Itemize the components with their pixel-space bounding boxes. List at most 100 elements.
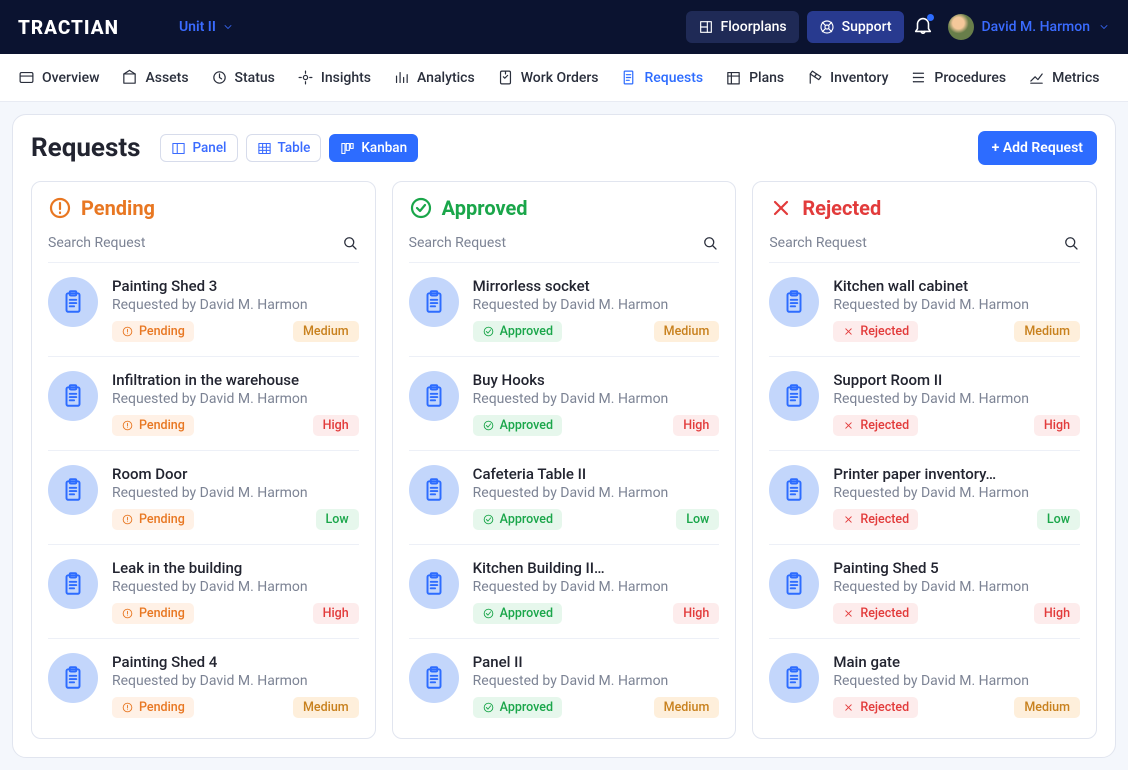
card-body: Buy HooksRequested by David M. HarmonApp… xyxy=(473,371,720,436)
request-card[interactable]: Kitchen Building II…Requested by David M… xyxy=(409,545,720,639)
nav-metrics[interactable]: Metrics xyxy=(1028,69,1099,86)
nav-label: Plans xyxy=(749,70,784,86)
status-badge: Rejected xyxy=(833,415,918,436)
request-card[interactable]: Support Room IIRequested by David M. Har… xyxy=(769,357,1080,451)
view-panel-button[interactable]: Panel xyxy=(160,134,237,162)
nav-inventory[interactable]: Inventory xyxy=(806,69,888,86)
nav-label: Overview xyxy=(42,70,99,86)
nav-overview[interactable]: Overview xyxy=(18,69,99,86)
card-body: Painting Shed 4Requested by David M. Har… xyxy=(112,653,359,718)
status-icon xyxy=(842,419,855,432)
priority-badge: Medium xyxy=(1014,321,1080,342)
page: Requests Panel Table Kanban + Add Reques… xyxy=(0,102,1128,770)
card-body: Support Room IIRequested by David M. Har… xyxy=(833,371,1080,436)
clipboard-icon xyxy=(421,289,447,315)
card-title: Leak in the building xyxy=(112,559,359,577)
request-card[interactable]: Printer paper inventory…Requested by Dav… xyxy=(769,451,1080,545)
request-card[interactable]: Mirrorless socketRequested by David M. H… xyxy=(409,263,720,357)
add-request-button[interactable]: + Add Request xyxy=(978,131,1097,165)
status-badge: Approved xyxy=(473,697,562,718)
search-row[interactable]: Search Request xyxy=(409,228,720,263)
request-card[interactable]: Painting Shed 4Requested by David M. Har… xyxy=(48,639,359,732)
table-icon xyxy=(257,141,272,156)
status-badge: Approved xyxy=(473,603,562,624)
status-icon xyxy=(482,419,495,432)
card-title: Panel II xyxy=(473,653,720,671)
search-placeholder: Search Request xyxy=(769,235,866,251)
nav-icon xyxy=(725,69,742,86)
status-badge: Pending xyxy=(112,603,194,624)
nav-label: Insights xyxy=(321,70,371,86)
request-card[interactable]: Leak in the building Requested by David M… xyxy=(48,545,359,639)
status-badge: Rejected xyxy=(833,509,918,530)
card-footer: ApprovedLow xyxy=(473,509,720,530)
notifications-button[interactable] xyxy=(912,14,934,40)
floorplans-button[interactable]: Floorplans xyxy=(686,11,799,43)
nav-status[interactable]: Status xyxy=(211,69,275,86)
nav-requests[interactable]: Requests xyxy=(620,69,703,86)
logo: TRACTIAN xyxy=(18,16,119,39)
user-name: David M. Harmon xyxy=(982,19,1090,35)
request-card[interactable]: Painting Shed 5Requested by David M. Har… xyxy=(769,545,1080,639)
nav-analytics[interactable]: Analytics xyxy=(393,69,475,86)
request-card[interactable]: Cafeteria Table IIRequested by David M. … xyxy=(409,451,720,545)
nav-icon xyxy=(18,69,35,86)
view-kanban-button[interactable]: Kanban xyxy=(329,134,418,162)
nav-label: Analytics xyxy=(417,70,475,86)
priority-badge: Low xyxy=(1037,509,1080,530)
priority-badge: Medium xyxy=(654,321,720,342)
status-badge: Pending xyxy=(112,321,194,342)
clipboard-icon xyxy=(421,665,447,691)
user-menu[interactable]: David M. Harmon xyxy=(948,14,1110,40)
clipboard-icon xyxy=(781,665,807,691)
card-requester: Requested by David M. Harmon xyxy=(112,579,359,595)
nav-insights[interactable]: Insights xyxy=(297,69,371,86)
priority-badge: High xyxy=(313,415,359,436)
status-badge: Pending xyxy=(112,509,194,530)
search-icon xyxy=(1062,234,1080,252)
card-footer: RejectedHigh xyxy=(833,415,1080,436)
search-placeholder: Search Request xyxy=(48,235,145,251)
priority-badge: Medium xyxy=(293,321,359,342)
request-card[interactable]: Kitchen wall cabinetRequested by David M… xyxy=(769,263,1080,357)
nav-procedures[interactable]: Procedures xyxy=(910,69,1006,86)
card-footer: PendingLow xyxy=(112,509,359,530)
column-header: Pending xyxy=(48,196,359,220)
nav-plans[interactable]: Plans xyxy=(725,69,784,86)
page-title: Requests xyxy=(31,133,140,163)
status-badge: Rejected xyxy=(833,697,918,718)
priority-badge: Low xyxy=(676,509,719,530)
floorplans-label: Floorplans xyxy=(721,19,787,35)
status-icon xyxy=(121,325,134,338)
approved-icon xyxy=(409,196,433,220)
priority-badge: High xyxy=(673,415,719,436)
request-card[interactable]: Room DoorRequested by David M. HarmonPen… xyxy=(48,451,359,545)
support-button[interactable]: Support xyxy=(807,11,904,43)
unit-selector[interactable]: Unit II xyxy=(179,19,234,35)
view-table-label: Table xyxy=(278,140,311,156)
search-icon xyxy=(341,234,359,252)
nav-assets[interactable]: Assets xyxy=(121,69,188,86)
nav-icon xyxy=(393,69,410,86)
topbar: TRACTIAN Unit II Floorplans Support Davi… xyxy=(0,0,1128,54)
status-badge: Rejected xyxy=(833,321,918,342)
nav-label: Work Orders xyxy=(521,70,599,86)
card-requester: Requested by David M. Harmon xyxy=(473,485,720,501)
column-title: Approved xyxy=(442,196,528,220)
request-card[interactable]: Painting Shed 3Requested by David M. Har… xyxy=(48,263,359,357)
card-icon xyxy=(48,653,98,703)
search-row[interactable]: Search Request xyxy=(48,228,359,263)
search-row[interactable]: Search Request xyxy=(769,228,1080,263)
card-icon xyxy=(48,371,98,421)
pending-icon xyxy=(48,196,72,220)
card-title: Buy Hooks xyxy=(473,371,720,389)
nav-work-orders[interactable]: Work Orders xyxy=(497,69,599,86)
column-title: Pending xyxy=(81,196,155,220)
request-card[interactable]: Main gateRequested by David M. HarmonRej… xyxy=(769,639,1080,732)
request-card[interactable]: Infiltration in the warehouseRequested b… xyxy=(48,357,359,451)
request-card[interactable]: Buy HooksRequested by David M. HarmonApp… xyxy=(409,357,720,451)
card-requester: Requested by David M. Harmon xyxy=(112,485,359,501)
view-table-button[interactable]: Table xyxy=(246,134,322,162)
request-card[interactable]: Panel IIRequested by David M. HarmonAppr… xyxy=(409,639,720,732)
card-body: Leak in the building Requested by David M… xyxy=(112,559,359,624)
